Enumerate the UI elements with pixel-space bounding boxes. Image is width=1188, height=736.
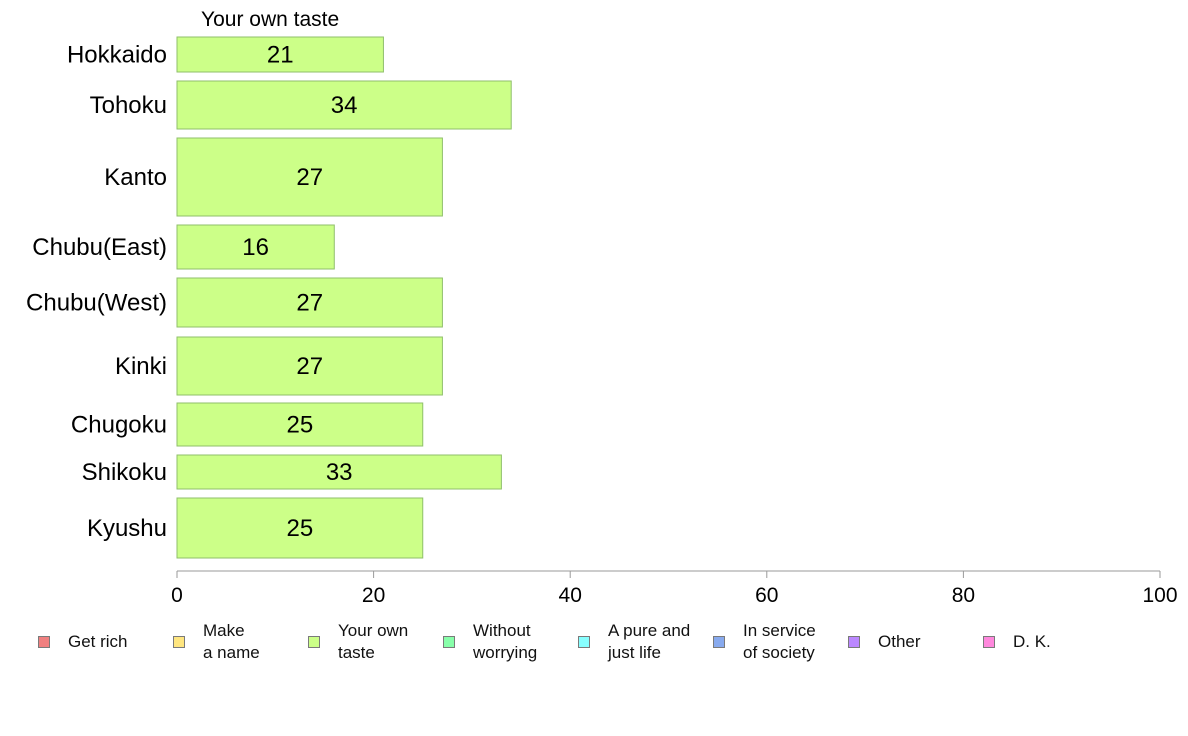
legend-swatch (308, 636, 320, 648)
category-label: Kinki (115, 353, 167, 380)
bar-value-label: 33 (326, 459, 353, 486)
legend-item: D. K. (983, 620, 1051, 664)
legend-item: In service of society (713, 620, 816, 664)
legend-label: A pure and just life (608, 621, 691, 662)
bar-value-label: 21 (267, 42, 294, 69)
chart-title: Your own taste (201, 8, 339, 31)
legend-swatch (443, 636, 455, 648)
category-label: Shikoku (82, 459, 167, 486)
bar-chubu-west (176, 277, 443, 328)
legend-label: Make a name (203, 621, 260, 662)
category-label: Chubu(West) (26, 290, 167, 317)
legend: Get rich Make a name Your own taste Without… (38, 620, 1178, 670)
bar-shikoku (176, 454, 502, 490)
legend-swatch (578, 636, 590, 648)
bar-kanto (176, 137, 443, 217)
x-tick-label: 100 (1142, 584, 1177, 607)
legend-label: D. K. (1013, 632, 1051, 651)
legend-label: Other (878, 632, 921, 651)
x-tick-label: 0 (171, 584, 183, 607)
bar-kyushu (176, 497, 424, 559)
legend-item: Other (848, 620, 921, 664)
bar-value-label: 27 (296, 353, 323, 380)
category-label: Kyushu (87, 515, 167, 542)
category-label: Hokkaido (67, 42, 167, 69)
legend-item: Make a name (173, 620, 260, 664)
x-tick-label: 40 (559, 584, 582, 607)
legend-item: Without worrying (443, 620, 537, 664)
bar-value-label: 16 (242, 234, 269, 261)
legend-swatch (173, 636, 185, 648)
bar-value-label: 25 (287, 412, 314, 439)
bar-tohoku (176, 80, 512, 130)
legend-label: Get rich (68, 632, 128, 651)
bar-value-label: 27 (296, 164, 323, 191)
x-tick-label: 60 (755, 584, 778, 607)
x-tick-label: 20 (362, 584, 385, 607)
bar-chubu-east (176, 224, 335, 270)
legend-item: A pure and just life (578, 620, 690, 664)
bar-value-label: 25 (287, 515, 314, 542)
bar-hokkaido (176, 36, 384, 73)
bar-chugoku (176, 402, 424, 447)
legend-label: Without worrying (473, 621, 538, 662)
legend-label: In service of society (743, 621, 816, 662)
legend-swatch (848, 636, 860, 648)
bars-group: 21 Hokkaido 34 Tohoku 27 Kanto 16 Chubu(East) 27… (26, 36, 512, 559)
bar-kinki (176, 336, 443, 396)
legend-swatch (713, 636, 725, 648)
category-label: Chugoku (71, 412, 167, 439)
x-axis: 0 20 40 60 80 100 (171, 570, 1178, 607)
legend-label: Your own taste (338, 621, 409, 662)
category-label: Chubu(East) (32, 234, 167, 261)
bar-value-label: 34 (331, 92, 358, 119)
category-label: Tohoku (90, 92, 167, 119)
bar-value-label: 27 (296, 290, 323, 317)
legend-item: Your own taste (308, 620, 408, 664)
category-label: Kanto (104, 164, 167, 191)
legend-swatch (38, 636, 50, 648)
legend-item: Get rich (38, 620, 128, 664)
legend-swatch (983, 636, 995, 648)
x-tick-label: 80 (952, 584, 975, 607)
